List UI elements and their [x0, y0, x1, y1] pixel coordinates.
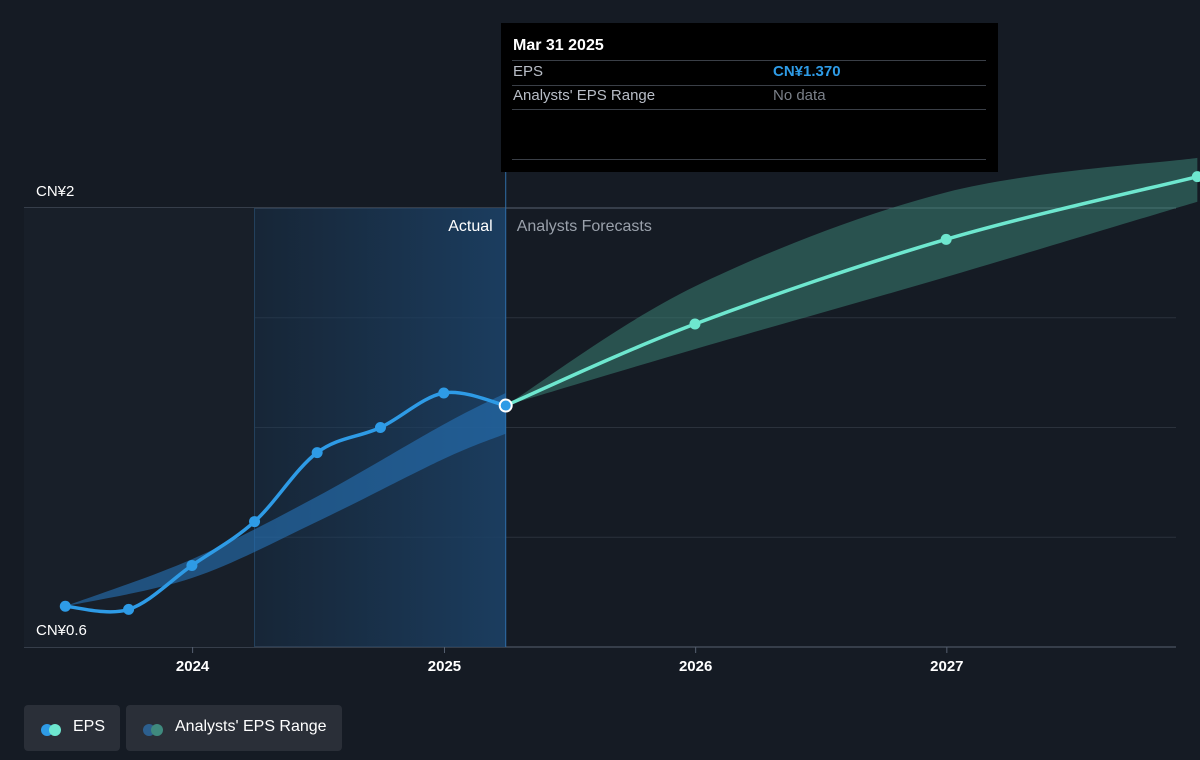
tooltip-eps-value: CN¥1.370	[773, 63, 841, 80]
x-tick-label: 2025	[428, 658, 461, 675]
eps-dots-icon-2	[49, 724, 61, 736]
eps-point	[438, 387, 450, 399]
legend-label-range: Analysts' EPS Range	[175, 718, 327, 735]
past-region	[24, 208, 255, 647]
x-tick-label: 2024	[176, 658, 210, 675]
tooltip-eps-label: EPS	[513, 63, 544, 80]
x-tick-label: 2026	[679, 658, 712, 675]
eps-point	[940, 233, 952, 245]
tooltip-date: Mar 31 2025	[513, 37, 604, 54]
legend-label-eps: EPS	[73, 718, 106, 735]
eps-line-forecast	[503, 174, 1200, 408]
legend-item-range[interactable]: Analysts' EPS Range	[126, 705, 342, 751]
section-label-actual: Actual	[448, 218, 492, 235]
eps-point	[59, 600, 71, 612]
eps-point	[374, 422, 386, 433]
y-label-top: CN¥2	[36, 183, 74, 200]
tooltip-range-value: No data	[773, 87, 826, 104]
range-dots-icon-2	[151, 724, 163, 736]
shaded-region	[24, 172, 507, 647]
y-label-bottom: CN¥0.6	[36, 622, 87, 639]
eps-chart: CN¥2 CN¥0.6 Actual Analysts Forecasts 2024 20…	[24, 157, 1200, 675]
eps-point	[186, 559, 198, 571]
legend-item-eps[interactable]: EPS	[24, 705, 120, 751]
tooltip-row-eps: EPS CN¥1.370	[512, 60, 986, 86]
eps-lines	[63, 174, 1200, 614]
eps-line-actual	[63, 390, 508, 614]
eps-point	[249, 516, 261, 528]
eps-points	[59, 171, 1200, 615]
range-band-forecast	[505, 157, 1198, 406]
highlight-point	[498, 398, 513, 413]
tooltip-divider	[512, 159, 986, 160]
eps-point	[689, 318, 701, 330]
tooltip: Mar 31 2025 EPS CN¥1.370 Analysts' EPS R…	[501, 23, 998, 172]
eps-point	[123, 603, 135, 615]
section-label-forecast: Analysts Forecasts	[517, 218, 652, 235]
x-tick-label: 2027	[930, 658, 963, 675]
eps-point	[1191, 171, 1200, 183]
eps-point	[311, 447, 323, 459]
tooltip-row-range: Analysts' EPS Range No data	[512, 85, 986, 110]
axis-labels: CN¥2 CN¥0.6 Actual Analysts Forecasts 2024 20…	[36, 183, 964, 675]
tooltip-range-label: Analysts' EPS Range	[513, 87, 656, 104]
